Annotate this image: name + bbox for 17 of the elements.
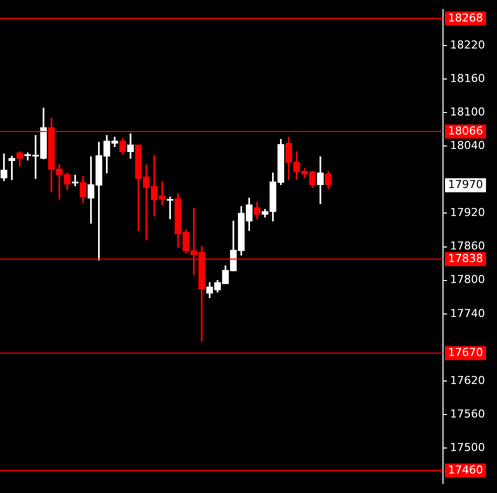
y-tick-label: 17560 [450, 407, 485, 420]
y-tick-label: 17740 [450, 306, 485, 320]
y-tick-label: 17860 [450, 240, 485, 253]
y-tick-label: 17800 [450, 273, 485, 286]
y-tick-label: 18100 [450, 105, 485, 118]
ref-line-label: 17670 [448, 346, 483, 359]
y-tick-label: 18220 [450, 38, 485, 52]
y-tick-label: 18160 [450, 72, 485, 85]
ref-line-label: 17460 [448, 463, 483, 476]
ref-line-label: 17838 [448, 252, 483, 265]
ref-line-label: 18066 [448, 124, 483, 138]
y-tick-label: 17620 [450, 374, 485, 387]
ref-line-label: 18268 [448, 11, 483, 24]
y-tick-label: 18040 [450, 138, 485, 152]
y-tick-label: 17920 [450, 206, 485, 220]
annotation: 17970 [448, 178, 483, 192]
y-tick-label: 17500 [450, 441, 485, 454]
